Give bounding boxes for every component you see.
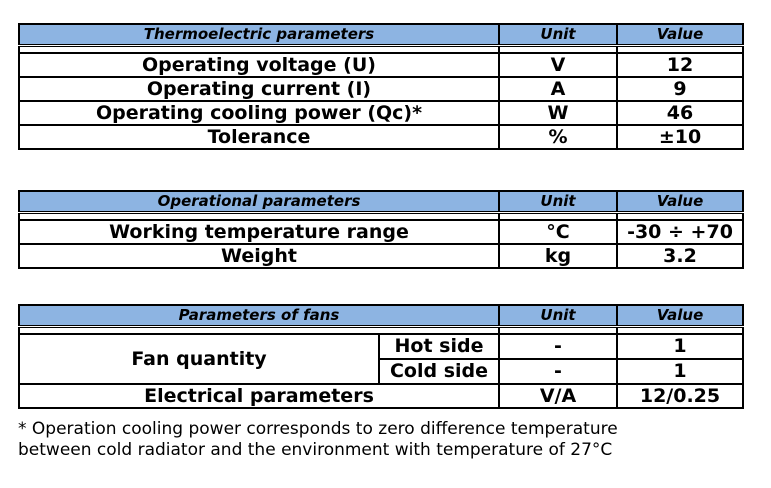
parameter-unit: W: [498, 100, 618, 126]
section-title: Thermoelectric parameters: [18, 23, 500, 47]
table-row: Tolerance % ±10: [18, 124, 744, 150]
section-title: Parameters of fans: [18, 304, 500, 328]
table-row: Operating current (I) A 9: [18, 76, 744, 102]
unit-header: Unit: [498, 304, 618, 328]
parameter-unit: kg: [498, 243, 618, 269]
unit-header: Unit: [498, 23, 618, 47]
table-row: Electrical parameters V/A 12/0.25: [18, 383, 744, 409]
hot-side-value: 1: [616, 333, 744, 360]
table-header: Operational parameters Unit Value: [18, 190, 744, 214]
table-header: Parameters of fans Unit Value: [18, 304, 744, 328]
parameter-value: 3.2: [616, 243, 744, 269]
electrical-parameters-unit: V/A: [498, 383, 618, 409]
value-header: Value: [616, 190, 744, 214]
electrical-parameters-value: 12/0.25: [616, 383, 744, 409]
parameter-value: ±10: [616, 124, 744, 150]
footnote-line: between cold radiator and the environmen…: [18, 440, 613, 460]
header-separator: [18, 211, 744, 221]
parameter-name: Tolerance: [18, 124, 500, 150]
parameter-value: 46: [616, 100, 744, 126]
table-row: Operating voltage (U) V 12: [18, 52, 744, 78]
parameter-name: Weight: [18, 243, 500, 269]
parameter-name: Operating voltage (U): [18, 52, 500, 78]
header-separator: [18, 44, 744, 54]
operational-parameters-table: Operational parameters Unit Value Workin…: [18, 190, 744, 269]
parameter-name: Working temperature range: [18, 219, 500, 245]
unit-header: Unit: [498, 190, 618, 214]
table-row: Operating cooling power (Qc)* W 46: [18, 100, 744, 126]
hot-side-label: Hot side: [378, 333, 500, 360]
parameter-unit: %: [498, 124, 618, 150]
parameter-name: Operating cooling power (Qc)*: [18, 100, 500, 126]
parameter-name: Operating current (I): [18, 76, 500, 102]
thermoelectric-parameters-table: Thermoelectric parameters Unit Value Ope…: [18, 23, 744, 150]
header-separator: [18, 325, 744, 335]
table-row: Working temperature range °C -30 ÷ +70: [18, 219, 744, 245]
cold-side-unit: -: [498, 358, 618, 385]
footnote: * Operation cooling power corresponds to…: [18, 419, 758, 461]
electrical-parameters-label: Electrical parameters: [18, 383, 500, 409]
table-row: Fan quantity Hot side - 1: [18, 333, 744, 385]
parameter-unit: A: [498, 76, 618, 102]
parameter-value: 12: [616, 52, 744, 78]
footnote-line: * Operation cooling power corresponds to…: [18, 419, 618, 439]
table-row: Weight kg 3.2: [18, 243, 744, 269]
cold-side-value: 1: [616, 358, 744, 385]
cold-side-label: Cold side: [378, 358, 500, 385]
parameter-value: 9: [616, 76, 744, 102]
fan-parameters-table: Parameters of fans Unit Value Fan quanti…: [18, 304, 744, 409]
parameter-unit: V: [498, 52, 618, 78]
value-header: Value: [616, 304, 744, 328]
table-header: Thermoelectric parameters Unit Value: [18, 23, 744, 47]
fan-quantity-label: Fan quantity: [18, 333, 380, 385]
table-row: Cold side - 1: [19, 358, 744, 385]
section-title: Operational parameters: [18, 190, 500, 214]
hot-side-unit: -: [498, 333, 618, 360]
parameter-value: -30 ÷ +70: [616, 219, 744, 245]
parameter-unit: °C: [498, 219, 618, 245]
value-header: Value: [616, 23, 744, 47]
